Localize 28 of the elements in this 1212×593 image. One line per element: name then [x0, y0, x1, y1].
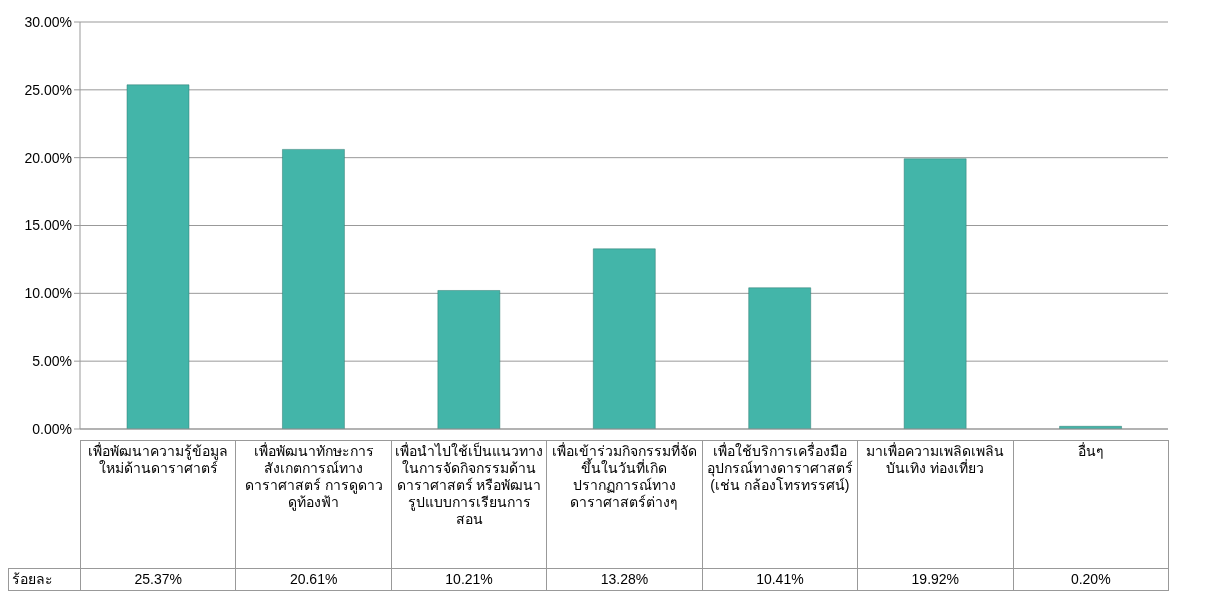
data-label: 0.20% [1013, 568, 1169, 591]
y-tick-label: 10.00% [24, 285, 72, 302]
data-label: 25.37% [80, 568, 236, 591]
bar [437, 290, 501, 429]
x-tick-label: เพื่อพัฒนาทักษะการสังเกตการณ์ทางดาราศาสตร์ การดูดาว ดูท้องฟ้า [235, 440, 392, 569]
y-tick-label: 5.00% [32, 353, 72, 370]
y-tick-label: 20.00% [24, 149, 72, 166]
x-tick-label: เพื่อพัฒนาความรู้ข้อมูลใหม่ด้านดาราศาตร์ [80, 440, 236, 569]
data-label: 19.92% [857, 568, 1014, 591]
x-tick-label: เพื่อนำไปใช้เป็นแนวทางในการจัดกิจกรรมด้านดาราศาสตร์ หรือพัฒนารูปแบบการเรียนการสอน [391, 440, 547, 569]
x-tick-label: เพื่อใช้บริการเครื่องมือ อุปกรณ์ทางดาราศาสตร์ (เช่น กล้องโทรทรรศน์) [702, 440, 858, 569]
y-tick-label: 25.00% [24, 81, 72, 98]
bar [282, 149, 345, 429]
data-label: 13.28% [546, 568, 703, 591]
x-tick-label: อื่นๆ [1013, 440, 1169, 569]
data-label: 20.61% [235, 568, 392, 591]
y-tick-label: 0.00% [32, 420, 72, 437]
y-tick-label: 30.00% [24, 13, 72, 30]
bar [593, 248, 656, 429]
bar [903, 158, 967, 429]
text: ร้อยละ [8, 568, 81, 591]
x-tick-label: มาเพื่อความเพลิดเพลิน บันเทิง ท่องเที่ยว [857, 440, 1014, 569]
x-tick-label: เพื่อเข้าร่วมกิจกรรมที่จัดขึ้นในวันที่เกิดปรากฏการณ์ทางดาราศาสตร์ต่างๆ [546, 440, 703, 569]
data-label: 10.41% [702, 568, 858, 591]
y-tick-label: 15.00% [24, 217, 72, 234]
bar [126, 84, 190, 429]
bar [748, 287, 811, 429]
data-label: 10.21% [391, 568, 547, 591]
